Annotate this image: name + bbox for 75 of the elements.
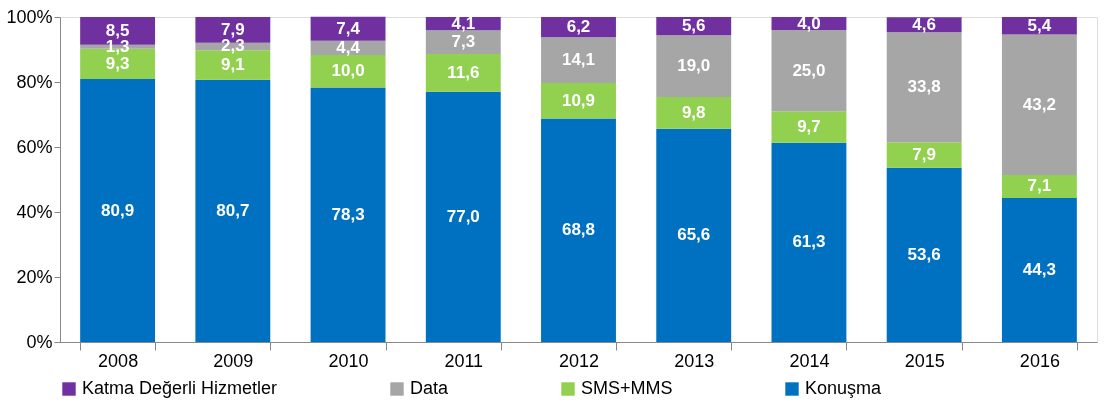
- data-label: 9,1: [221, 54, 245, 74]
- x-tick-label: 2009: [213, 350, 254, 371]
- y-tick-label: 20%: [16, 266, 53, 287]
- x-tick-label: 2010: [328, 350, 369, 371]
- bar: [1001, 198, 1077, 342]
- legend-label: Konuşma: [805, 378, 883, 398]
- bar: [886, 167, 962, 342]
- data-label: 68,8: [561, 220, 596, 240]
- bar: [1001, 34, 1077, 175]
- bar: [541, 118, 616, 342]
- bar: [425, 54, 501, 92]
- data-label: 11,6: [447, 62, 480, 82]
- x-tick-label: 2016: [1019, 350, 1060, 371]
- x-tick-label: 2008: [98, 350, 139, 371]
- data-label: 8,5: [105, 20, 130, 40]
- data-label: 78,3: [331, 204, 365, 224]
- data-label: 65,6: [677, 225, 711, 245]
- y-tick-label: 0%: [26, 331, 53, 352]
- data-label: 77,0: [446, 206, 480, 226]
- bar: [771, 142, 847, 342]
- bar: [425, 30, 501, 55]
- y-tick-label: 40%: [16, 201, 53, 222]
- x-tick-label: 2011: [444, 350, 484, 371]
- data-label: 10,0: [331, 61, 365, 81]
- y-tick-label: 100%: [6, 6, 53, 27]
- data-label: 61,3: [792, 232, 826, 252]
- bar: [195, 79, 271, 342]
- data-label: 4,0: [797, 13, 821, 33]
- data-label: 33,8: [907, 77, 941, 97]
- bar: [541, 37, 616, 83]
- bar: [656, 35, 732, 97]
- x-tick-label: 2012: [558, 350, 600, 371]
- x-tick-label: 2013: [674, 350, 715, 371]
- legend-label: Katma Değerli Hizmetler: [82, 378, 278, 398]
- data-label: 80,9: [101, 200, 135, 220]
- data-label: 5,6: [681, 16, 706, 36]
- bar: [310, 87, 386, 342]
- bar: [771, 111, 847, 143]
- data-label: 4,6: [912, 14, 936, 34]
- x-tick-label: 2015: [904, 350, 945, 371]
- data-label: 7,3: [451, 32, 476, 52]
- y-tick-label: 60%: [16, 136, 53, 157]
- bar: [80, 79, 156, 342]
- legend-label: Data: [410, 378, 450, 398]
- data-label: 44,3: [1022, 260, 1056, 280]
- legend-label: SMS+MMS: [581, 378, 673, 398]
- bar: [656, 128, 732, 342]
- bar: [425, 91, 501, 342]
- data-label: 14,1: [561, 50, 596, 70]
- data-label: 19,0: [677, 56, 711, 76]
- data-label: 43,2: [1022, 94, 1056, 114]
- data-label: 7,4: [336, 18, 361, 38]
- data-label: 7,1: [1027, 176, 1052, 196]
- data-label: 9,7: [797, 117, 821, 137]
- bar: [1001, 17, 1077, 35]
- data-label: 5,4: [1027, 15, 1052, 35]
- data-label: 53,6: [907, 244, 941, 264]
- x-tick-label: 2014: [789, 350, 830, 371]
- bar: [310, 16, 386, 41]
- data-label: 7,9: [221, 19, 245, 39]
- data-label: 4,1: [451, 13, 476, 33]
- bar: [886, 32, 962, 143]
- bar: [1001, 174, 1077, 199]
- data-label: 10,9: [561, 90, 596, 110]
- data-label: 4,4: [336, 37, 361, 57]
- data-label: 9,8: [681, 102, 706, 122]
- bar: [886, 142, 962, 168]
- bar: [310, 55, 386, 88]
- data-label: 7,9: [912, 144, 936, 164]
- data-label: 25,0: [792, 60, 826, 80]
- bar: [771, 30, 847, 112]
- bar: [656, 96, 732, 129]
- data-label: 80,7: [216, 200, 250, 220]
- data-label: 6,2: [566, 17, 591, 37]
- y-tick-label: 80%: [16, 71, 53, 92]
